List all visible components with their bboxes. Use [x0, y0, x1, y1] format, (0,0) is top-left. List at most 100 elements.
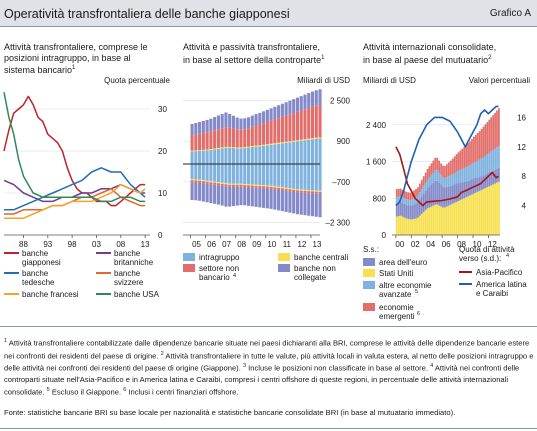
panel3-area-bar — [465, 167, 468, 182]
panel2-title-note: 1 — [321, 54, 325, 61]
panel3-area-bar — [484, 188, 487, 235]
panel2-bar-negative — [310, 191, 315, 194]
panel3-legend-left-title: S.s.: — [363, 245, 379, 254]
panel2-bar-positive — [224, 112, 228, 128]
panel2-bar-positive — [243, 129, 247, 148]
panel3-y-right-tick-label: 4 — [522, 202, 527, 211]
panel3-area-bar — [413, 190, 415, 199]
panel1-legend-label: banche francesi — [22, 290, 79, 299]
panel2-bar-negative — [280, 190, 284, 212]
panel2-bar-negative — [220, 164, 224, 183]
panel2-bar-negative — [250, 185, 254, 188]
footnote-5: Escluso il Giappone. — [51, 387, 122, 397]
panel2-bar-positive — [220, 148, 224, 165]
panel3-area-bar — [455, 183, 458, 202]
panel3-area-bar — [438, 205, 441, 235]
panel3-area-bar — [413, 204, 415, 219]
panel3-area-bar — [424, 190, 427, 211]
panel2-bar-positive — [265, 121, 269, 145]
panel1-legend-label: banche USA — [114, 290, 160, 299]
panel2-bar-positive — [224, 146, 228, 148]
panel2-x-tick-label: 13 — [313, 240, 322, 249]
panel2-bar-positive — [198, 150, 202, 165]
panel2-bar-positive — [194, 150, 198, 152]
panel2-legend-swatch — [183, 264, 195, 272]
panel3-area-bar — [498, 181, 500, 235]
panel3-area-bar — [422, 185, 425, 194]
panel2-legend-label: banche centrali — [294, 253, 348, 262]
panel2-bar-positive — [265, 109, 269, 122]
panel2-bar-positive — [201, 150, 205, 165]
panel1-y-tick-label: 0 — [158, 231, 163, 240]
panel2-bar-positive — [314, 105, 318, 138]
panel3-area-bar — [444, 178, 446, 188]
panel3-x-tick-label: 00 — [395, 240, 404, 249]
panel2-bar-positive — [243, 147, 247, 149]
panel3-area-bar — [473, 136, 475, 163]
panel2-bar-negative — [224, 184, 228, 187]
panel3-area-bar — [484, 174, 487, 189]
panel3-area-bar — [399, 215, 402, 235]
panel2-bar-positive — [205, 119, 209, 133]
panel3-legend-swatch — [363, 269, 375, 277]
panel2-bar-negative — [231, 186, 236, 207]
panel3-legend-right-title: Quota di attività — [459, 245, 515, 254]
panel2-bar-positive — [314, 137, 318, 139]
footnote-4: Attività nei confronti delle controparti… — [4, 363, 520, 397]
panel1-title-line: sistema bancario — [4, 65, 73, 75]
panel3-area-bar — [482, 156, 485, 176]
panel3-area-bar — [474, 192, 477, 235]
panel2-bar-positive — [284, 102, 288, 116]
panel1-series-line — [4, 183, 146, 219]
panel2-bar-negative — [269, 188, 273, 209]
panel3-area-bar — [436, 170, 439, 181]
panel3-area-bar — [417, 187, 419, 196]
panel2-bar-positive — [292, 141, 296, 165]
panel3-area-bar — [432, 182, 435, 206]
panel2-bar-positive — [209, 149, 213, 165]
panel2-bar-positive — [235, 148, 239, 165]
panel2-bar-negative — [231, 164, 236, 184]
panel2-bar-negative — [246, 184, 251, 186]
notes-divider — [0, 326, 537, 327]
panel3-area-bar — [411, 191, 414, 200]
panel3-area-bar — [451, 203, 454, 235]
panel3-area-bar — [403, 190, 406, 199]
panel2-bar-positive — [258, 124, 262, 146]
panel2-bar-negative — [269, 164, 273, 186]
panel2-x-tick-label: 07 — [222, 240, 231, 249]
panel2-bar-negative — [303, 189, 307, 191]
panel3-area-bar — [426, 168, 429, 180]
panel3-area-bar — [407, 192, 410, 200]
panel3-area-bar — [405, 199, 408, 205]
panel3-area-bar — [498, 167, 500, 182]
panel3-area-bar — [453, 202, 456, 235]
panel2-bar-positive — [220, 113, 224, 129]
panel3-area-bar — [465, 197, 468, 235]
panel2-bar-positive — [231, 148, 236, 165]
panel2-bar-negative — [201, 183, 205, 202]
panel3-title-line: Attività internazionali consolidate, — [363, 42, 497, 52]
panel2-bar-positive — [280, 143, 284, 165]
panel2-bar-positive — [295, 141, 299, 165]
panel3-area-bar — [498, 108, 500, 146]
panel2-bar-negative — [213, 182, 217, 185]
panel3-area-bar — [494, 112, 496, 149]
panel2-bar-positive — [205, 149, 209, 151]
panel2-bar-positive — [303, 109, 307, 140]
panel2-bar-negative — [216, 182, 220, 184]
panel3-area-bar — [434, 157, 437, 171]
panel3-area-bar — [469, 165, 471, 181]
panel2-bar-negative — [209, 184, 213, 204]
panel3-legend-label: economie — [379, 303, 414, 312]
footnote-1: Attività transfrontaliere contabilizzate… — [4, 338, 530, 361]
panel2-legend-swatch — [278, 253, 290, 261]
panel2-bar-negative — [213, 164, 217, 182]
panel2-bar-negative — [307, 191, 311, 194]
panel2-bar-negative — [303, 192, 307, 216]
panel3-area-bar — [463, 167, 466, 182]
panel2-bar-negative — [239, 184, 243, 187]
panel2-bar-negative — [262, 164, 266, 186]
panel2-bar-positive — [220, 147, 224, 149]
panel3-area-bar — [436, 180, 439, 205]
